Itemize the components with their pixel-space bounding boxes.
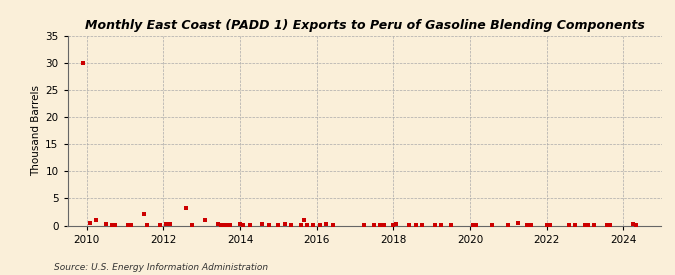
Point <box>222 223 233 227</box>
Point <box>315 223 325 227</box>
Point <box>503 223 514 227</box>
Point <box>446 223 456 227</box>
Text: Source: U.S. Energy Information Administration: Source: U.S. Energy Information Administ… <box>54 263 268 272</box>
Point <box>378 223 389 227</box>
Point <box>298 218 309 222</box>
Point <box>139 211 150 216</box>
Point <box>522 223 533 227</box>
Point <box>257 222 268 227</box>
Point <box>234 222 245 227</box>
Point <box>579 223 590 227</box>
Point <box>123 223 134 227</box>
Point <box>238 223 248 227</box>
Y-axis label: Thousand Barrels: Thousand Barrels <box>31 85 41 176</box>
Point <box>164 222 175 227</box>
Point <box>404 223 414 227</box>
Point <box>263 223 274 227</box>
Point <box>544 223 555 227</box>
Point <box>369 223 379 227</box>
Point <box>161 222 172 227</box>
Point <box>279 222 290 227</box>
Title: Monthly East Coast (PADD 1) Exports to Peru of Gasoline Blending Components: Monthly East Coast (PADD 1) Exports to P… <box>84 19 645 32</box>
Point <box>541 223 552 227</box>
Point <box>359 223 370 227</box>
Point <box>215 223 226 227</box>
Point <box>436 223 447 227</box>
Point <box>583 223 593 227</box>
Point <box>295 223 306 227</box>
Point <box>180 206 191 210</box>
Point <box>155 223 165 227</box>
Point <box>327 223 338 227</box>
Point <box>605 223 616 227</box>
Point <box>471 223 482 227</box>
Point <box>416 223 427 227</box>
Point <box>286 223 296 227</box>
Point <box>375 223 386 227</box>
Point <box>564 223 574 227</box>
Point <box>630 223 641 227</box>
Point <box>126 223 137 227</box>
Point <box>142 223 153 227</box>
Point <box>219 223 230 227</box>
Point <box>468 223 479 227</box>
Point <box>391 222 402 227</box>
Point <box>388 223 399 227</box>
Point <box>429 223 440 227</box>
Point <box>321 222 331 227</box>
Point <box>627 222 638 227</box>
Point <box>410 223 421 227</box>
Point <box>244 223 255 227</box>
Point <box>101 222 111 227</box>
Point <box>187 223 198 227</box>
Point <box>302 223 313 227</box>
Point <box>212 222 223 227</box>
Point <box>512 221 523 225</box>
Point <box>273 223 284 227</box>
Point <box>107 223 117 227</box>
Point <box>589 223 600 227</box>
Point <box>84 221 95 225</box>
Point <box>308 223 319 227</box>
Point <box>602 223 613 227</box>
Point <box>487 223 497 227</box>
Point <box>110 223 121 227</box>
Point <box>91 218 102 222</box>
Point <box>525 223 536 227</box>
Point <box>199 218 210 222</box>
Point <box>78 61 89 65</box>
Point <box>570 223 580 227</box>
Point <box>225 223 236 227</box>
